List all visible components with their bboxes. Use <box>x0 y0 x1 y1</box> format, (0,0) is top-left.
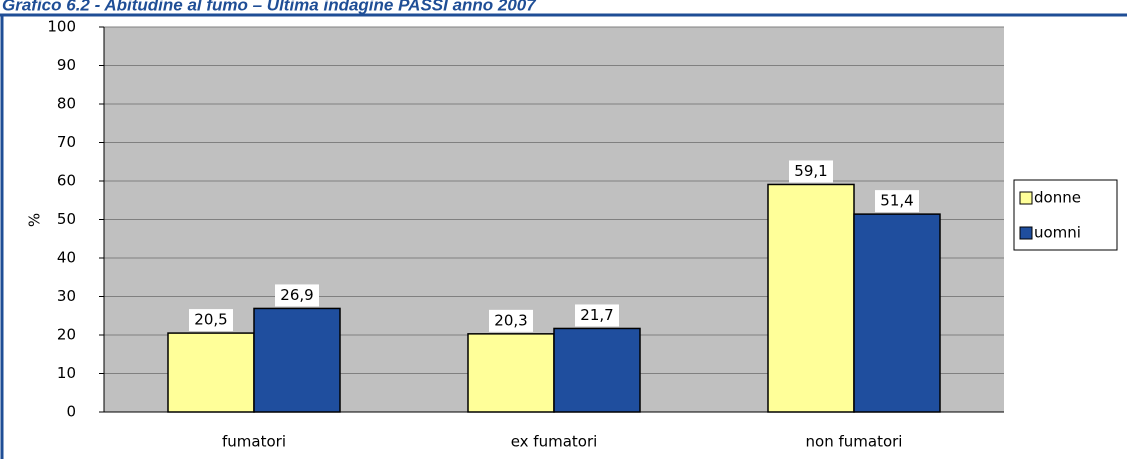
y-tick-label: 0 <box>66 403 76 421</box>
value-label-box <box>875 190 919 213</box>
bar <box>253 307 341 413</box>
value-label: 21,7 <box>580 306 613 324</box>
value-label-box <box>789 160 833 183</box>
y-tick-label: 50 <box>57 210 76 228</box>
value-label: 59,1 <box>794 162 827 180</box>
bar <box>167 332 255 413</box>
y-tick-label: 60 <box>57 172 76 190</box>
bar <box>853 213 941 413</box>
x-tick-label: non fumatori <box>806 433 903 451</box>
value-label: 26,9 <box>280 286 313 304</box>
y-tick-label: 10 <box>57 364 76 382</box>
value-label-box <box>275 284 319 307</box>
legend-swatch <box>1019 191 1033 205</box>
y-tick-label: 70 <box>57 133 76 151</box>
value-label: 51,4 <box>880 192 913 210</box>
value-label: 20,3 <box>494 311 527 329</box>
bar <box>553 327 641 413</box>
legend-label: donne <box>1034 189 1081 207</box>
legend-swatch <box>1019 226 1033 240</box>
y-tick-label: 40 <box>57 249 76 267</box>
y-tick-label: 20 <box>57 326 76 344</box>
y-tick-label: 100 <box>47 18 76 36</box>
chart-title: Grafico 6.2 - Abitudine al fumo – Ultima… <box>2 0 537 14</box>
value-label-box <box>489 309 533 332</box>
value-label-box <box>575 304 619 327</box>
value-label: 20,5 <box>194 311 227 329</box>
value-label-box <box>189 309 233 332</box>
y-tick-label: 80 <box>57 95 76 113</box>
legend-label: uomni <box>1034 224 1081 242</box>
y-tick-label: 30 <box>57 287 76 305</box>
y-tick-label: 90 <box>57 56 76 74</box>
bar <box>467 333 555 413</box>
x-tick-label: ex fumatori <box>511 433 598 451</box>
bar <box>767 183 855 413</box>
y-axis-label: % <box>26 213 44 227</box>
x-tick-label: fumatori <box>222 433 286 451</box>
